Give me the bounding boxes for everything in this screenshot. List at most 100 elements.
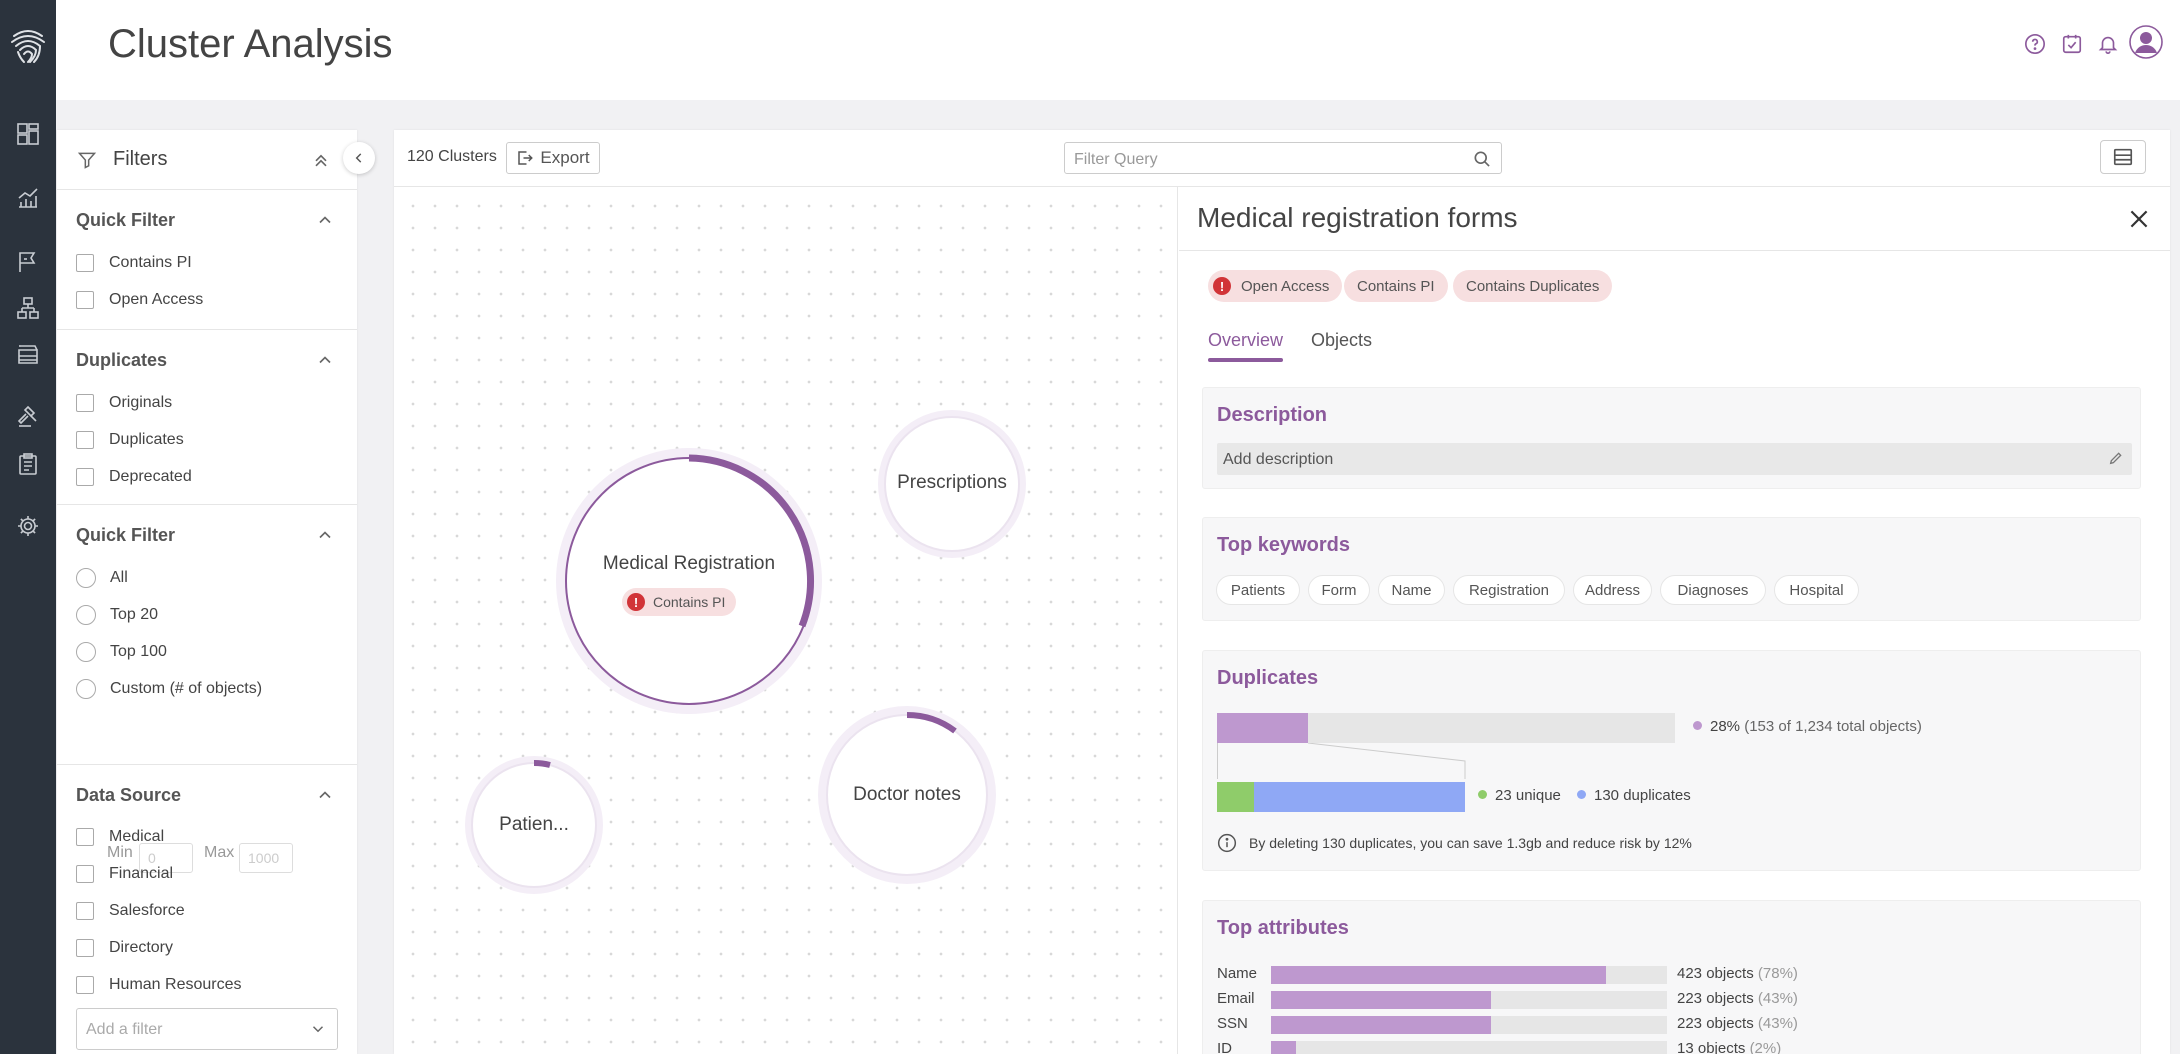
section-title: Data Source <box>76 785 182 805</box>
export-button[interactable]: Export <box>506 142 600 174</box>
quick-filter-section: Quick Filter Contains PI Open Access <box>57 190 357 330</box>
description-card: Description Add description <box>1202 387 2141 489</box>
checkbox-medical[interactable]: Medical <box>76 825 164 849</box>
checkbox-contains-pi[interactable]: Contains PI <box>76 251 192 275</box>
keyword-chip[interactable]: Address <box>1573 575 1652 605</box>
fingerprint-logo-icon[interactable] <box>0 14 56 74</box>
contains-pi-badge: ! Contains PI <box>622 588 737 616</box>
attribute-row: Email 223 objects (43%) <box>1217 990 1798 1009</box>
tag-contains-pi: Contains PI <box>1344 270 1448 302</box>
list-view-icon <box>2113 148 2133 166</box>
min-input[interactable]: 0 <box>139 843 193 873</box>
checkbox-directory[interactable]: Directory <box>76 936 173 960</box>
unique-legend: 23 unique <box>1478 787 1561 804</box>
chevron-up-icon[interactable] <box>315 210 335 230</box>
filter-icon <box>77 152 97 169</box>
analytics-icon[interactable] <box>0 178 56 218</box>
description-input[interactable]: Add description <box>1217 443 2132 475</box>
duplicates-percent-legend: 28% (153 of 1,234 total objects) <box>1693 718 1922 735</box>
checkbox-human-resources[interactable]: Human Resources <box>76 973 242 997</box>
radio-all[interactable]: All <box>76 566 128 590</box>
keyword-chip[interactable]: Patients <box>1216 575 1300 605</box>
attributes-card: Top attributes Name 423 objects (78%) Em… <box>1202 900 2141 1054</box>
duplicates-info-text: By deleting 130 duplicates, you can save… <box>1249 835 1692 851</box>
inbox-icon[interactable] <box>0 334 56 374</box>
info-icon <box>1217 833 1237 853</box>
gavel-icon[interactable] <box>0 396 56 436</box>
gear-icon[interactable] <box>0 506 56 546</box>
pencil-icon[interactable] <box>2108 450 2124 466</box>
cluster-medical-registration[interactable]: Medical Registration ! Contains PI <box>554 446 824 716</box>
keyword-chip[interactable]: Form <box>1308 575 1370 605</box>
active-tab-indicator <box>1208 358 1283 362</box>
chevron-up-icon[interactable] <box>315 350 335 370</box>
cluster-patients[interactable]: Patien... <box>464 755 604 895</box>
error-icon: ! <box>1213 277 1231 295</box>
duplicates-legend: 130 duplicates <box>1577 787 1691 804</box>
duplicates-total-bar <box>1217 713 1675 743</box>
chevron-up-icon[interactable] <box>315 785 335 805</box>
hierarchy-icon[interactable] <box>0 288 56 328</box>
cluster-detail-panel: Medical registration forms ! Open Access… <box>1179 187 2170 1054</box>
checkbox-salesforce[interactable]: Salesforce <box>76 899 185 923</box>
tag-open-access: ! Open Access <box>1208 270 1343 302</box>
view-toggle-button[interactable] <box>2100 140 2146 174</box>
attribute-row: Name 423 objects (78%) <box>1217 965 1798 984</box>
tag-contains-duplicates: Contains Duplicates <box>1453 270 1613 302</box>
tab-overview[interactable]: Overview <box>1208 330 1284 350</box>
bell-icon[interactable] <box>2093 29 2123 59</box>
max-label: Max <box>204 844 235 861</box>
dashboard-icon[interactable] <box>0 114 56 154</box>
clipboard-icon[interactable] <box>0 444 56 484</box>
tasks-icon[interactable] <box>2057 29 2087 59</box>
export-icon <box>518 151 534 165</box>
collapse-filters-button[interactable] <box>343 142 375 174</box>
top-header: Cluster Analysis <box>56 0 2180 100</box>
filters-title: Filters <box>113 148 168 170</box>
keywords-card: Top keywords Patients Form Name Registra… <box>1202 517 2141 621</box>
keyword-chip[interactable]: Name <box>1378 575 1445 605</box>
help-icon[interactable] <box>2020 29 2050 59</box>
quick-filter-top-section: Quick Filter All Top 20 Top 100 Custom (… <box>57 505 357 765</box>
card-title: Description <box>1217 404 1328 426</box>
flag-icon[interactable] <box>0 242 56 282</box>
cluster-canvas[interactable]: Medical Registration ! Contains PI Presc… <box>394 187 1178 1054</box>
user-avatar[interactable] <box>2128 24 2164 60</box>
duplicates-split-fill <box>1254 782 1465 812</box>
add-filter-select[interactable]: Add a filter <box>76 1008 338 1050</box>
unique-fill <box>1217 782 1254 812</box>
attribute-bar <box>1271 1041 1296 1054</box>
duplicates-fill <box>1217 713 1308 743</box>
checkbox-open-access[interactable]: Open Access <box>76 288 203 312</box>
keyword-chip[interactable]: Registration <box>1453 575 1565 605</box>
radio-top-20[interactable]: Top 20 <box>76 603 158 627</box>
radio-custom[interactable]: Custom (# of objects) <box>76 677 262 701</box>
chevron-up-icon[interactable] <box>315 525 335 545</box>
max-input[interactable]: 1000 <box>239 843 293 873</box>
card-title: Top attributes <box>1217 917 1349 939</box>
checkbox-deprecated[interactable]: Deprecated <box>76 465 192 489</box>
tab-objects[interactable]: Objects <box>1311 330 1373 350</box>
card-title: Top keywords <box>1217 534 1350 556</box>
cluster-label: Medical Registration <box>602 553 776 574</box>
checkbox-financial[interactable]: Financial <box>76 862 173 886</box>
connector-lines <box>1217 743 1466 779</box>
search-icon[interactable] <box>1472 149 1492 169</box>
close-icon[interactable] <box>2126 206 2152 232</box>
cluster-label: Prescriptions <box>897 472 1007 493</box>
side-nav <box>0 0 56 1054</box>
filter-query-input[interactable]: Filter Query <box>1064 142 1502 174</box>
duplicates-section: Duplicates Originals Duplicates Deprecat… <box>57 330 357 505</box>
checkbox-originals[interactable]: Originals <box>76 391 172 415</box>
cluster-doctor-notes[interactable]: Doctor notes <box>817 705 997 885</box>
main-panel: 120 Clusters Export Filter Query Medical… <box>394 130 2170 1054</box>
keyword-chip[interactable]: Diagnoses <box>1660 575 1766 605</box>
checkbox-duplicates[interactable]: Duplicates <box>76 428 184 452</box>
filters-header: Filters <box>57 130 357 190</box>
cluster-count: 120 Clusters <box>407 148 497 165</box>
card-title: Duplicates <box>1217 667 1319 689</box>
radio-top-100[interactable]: Top 100 <box>76 640 167 664</box>
keyword-chip[interactable]: Hospital <box>1774 575 1859 605</box>
collapse-all-icon[interactable] <box>311 150 331 170</box>
cluster-prescriptions[interactable]: Prescriptions <box>877 409 1027 559</box>
